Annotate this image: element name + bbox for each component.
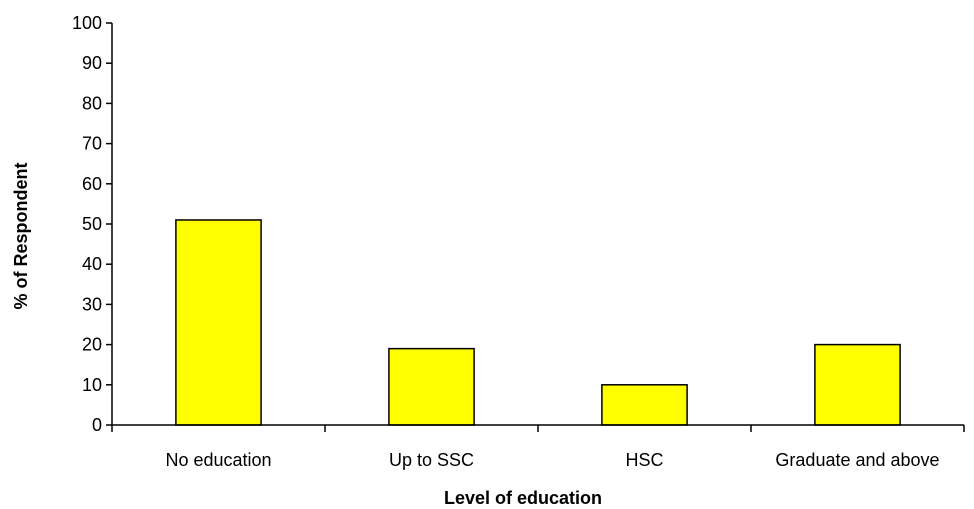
bars <box>175 219 901 426</box>
y-tick-label: 100 <box>72 13 102 33</box>
x-tick-label: Graduate and above <box>775 450 939 470</box>
x-axis-ticks: No education Up to SSC HSC Graduate and abo… <box>111 425 965 470</box>
x-axis-title: Level of education <box>444 488 602 508</box>
y-tick-label: 70 <box>82 134 102 154</box>
bar <box>601 384 688 426</box>
y-tick-label: 90 <box>82 53 102 73</box>
y-tick-label: 30 <box>82 294 102 314</box>
y-axis-title: % of Respondent <box>11 162 31 309</box>
y-tick-label: 60 <box>82 174 102 194</box>
x-tick-label: Up to SSC <box>389 450 474 470</box>
bar <box>814 343 901 426</box>
x-tick-label: HSC <box>625 450 663 470</box>
y-axis-ticks: 0 10 20 30 40 50 60 70 80 90 100 <box>72 13 112 435</box>
x-tick-label: No education <box>165 450 271 470</box>
y-tick-label: 10 <box>82 375 102 395</box>
bar <box>388 347 475 426</box>
y-tick-label: 80 <box>82 93 102 113</box>
y-tick-label: 40 <box>82 254 102 274</box>
y-tick-label: 20 <box>82 335 102 355</box>
y-tick-label: 50 <box>82 214 102 234</box>
y-tick-label: 0 <box>92 415 102 435</box>
bar <box>175 219 262 426</box>
